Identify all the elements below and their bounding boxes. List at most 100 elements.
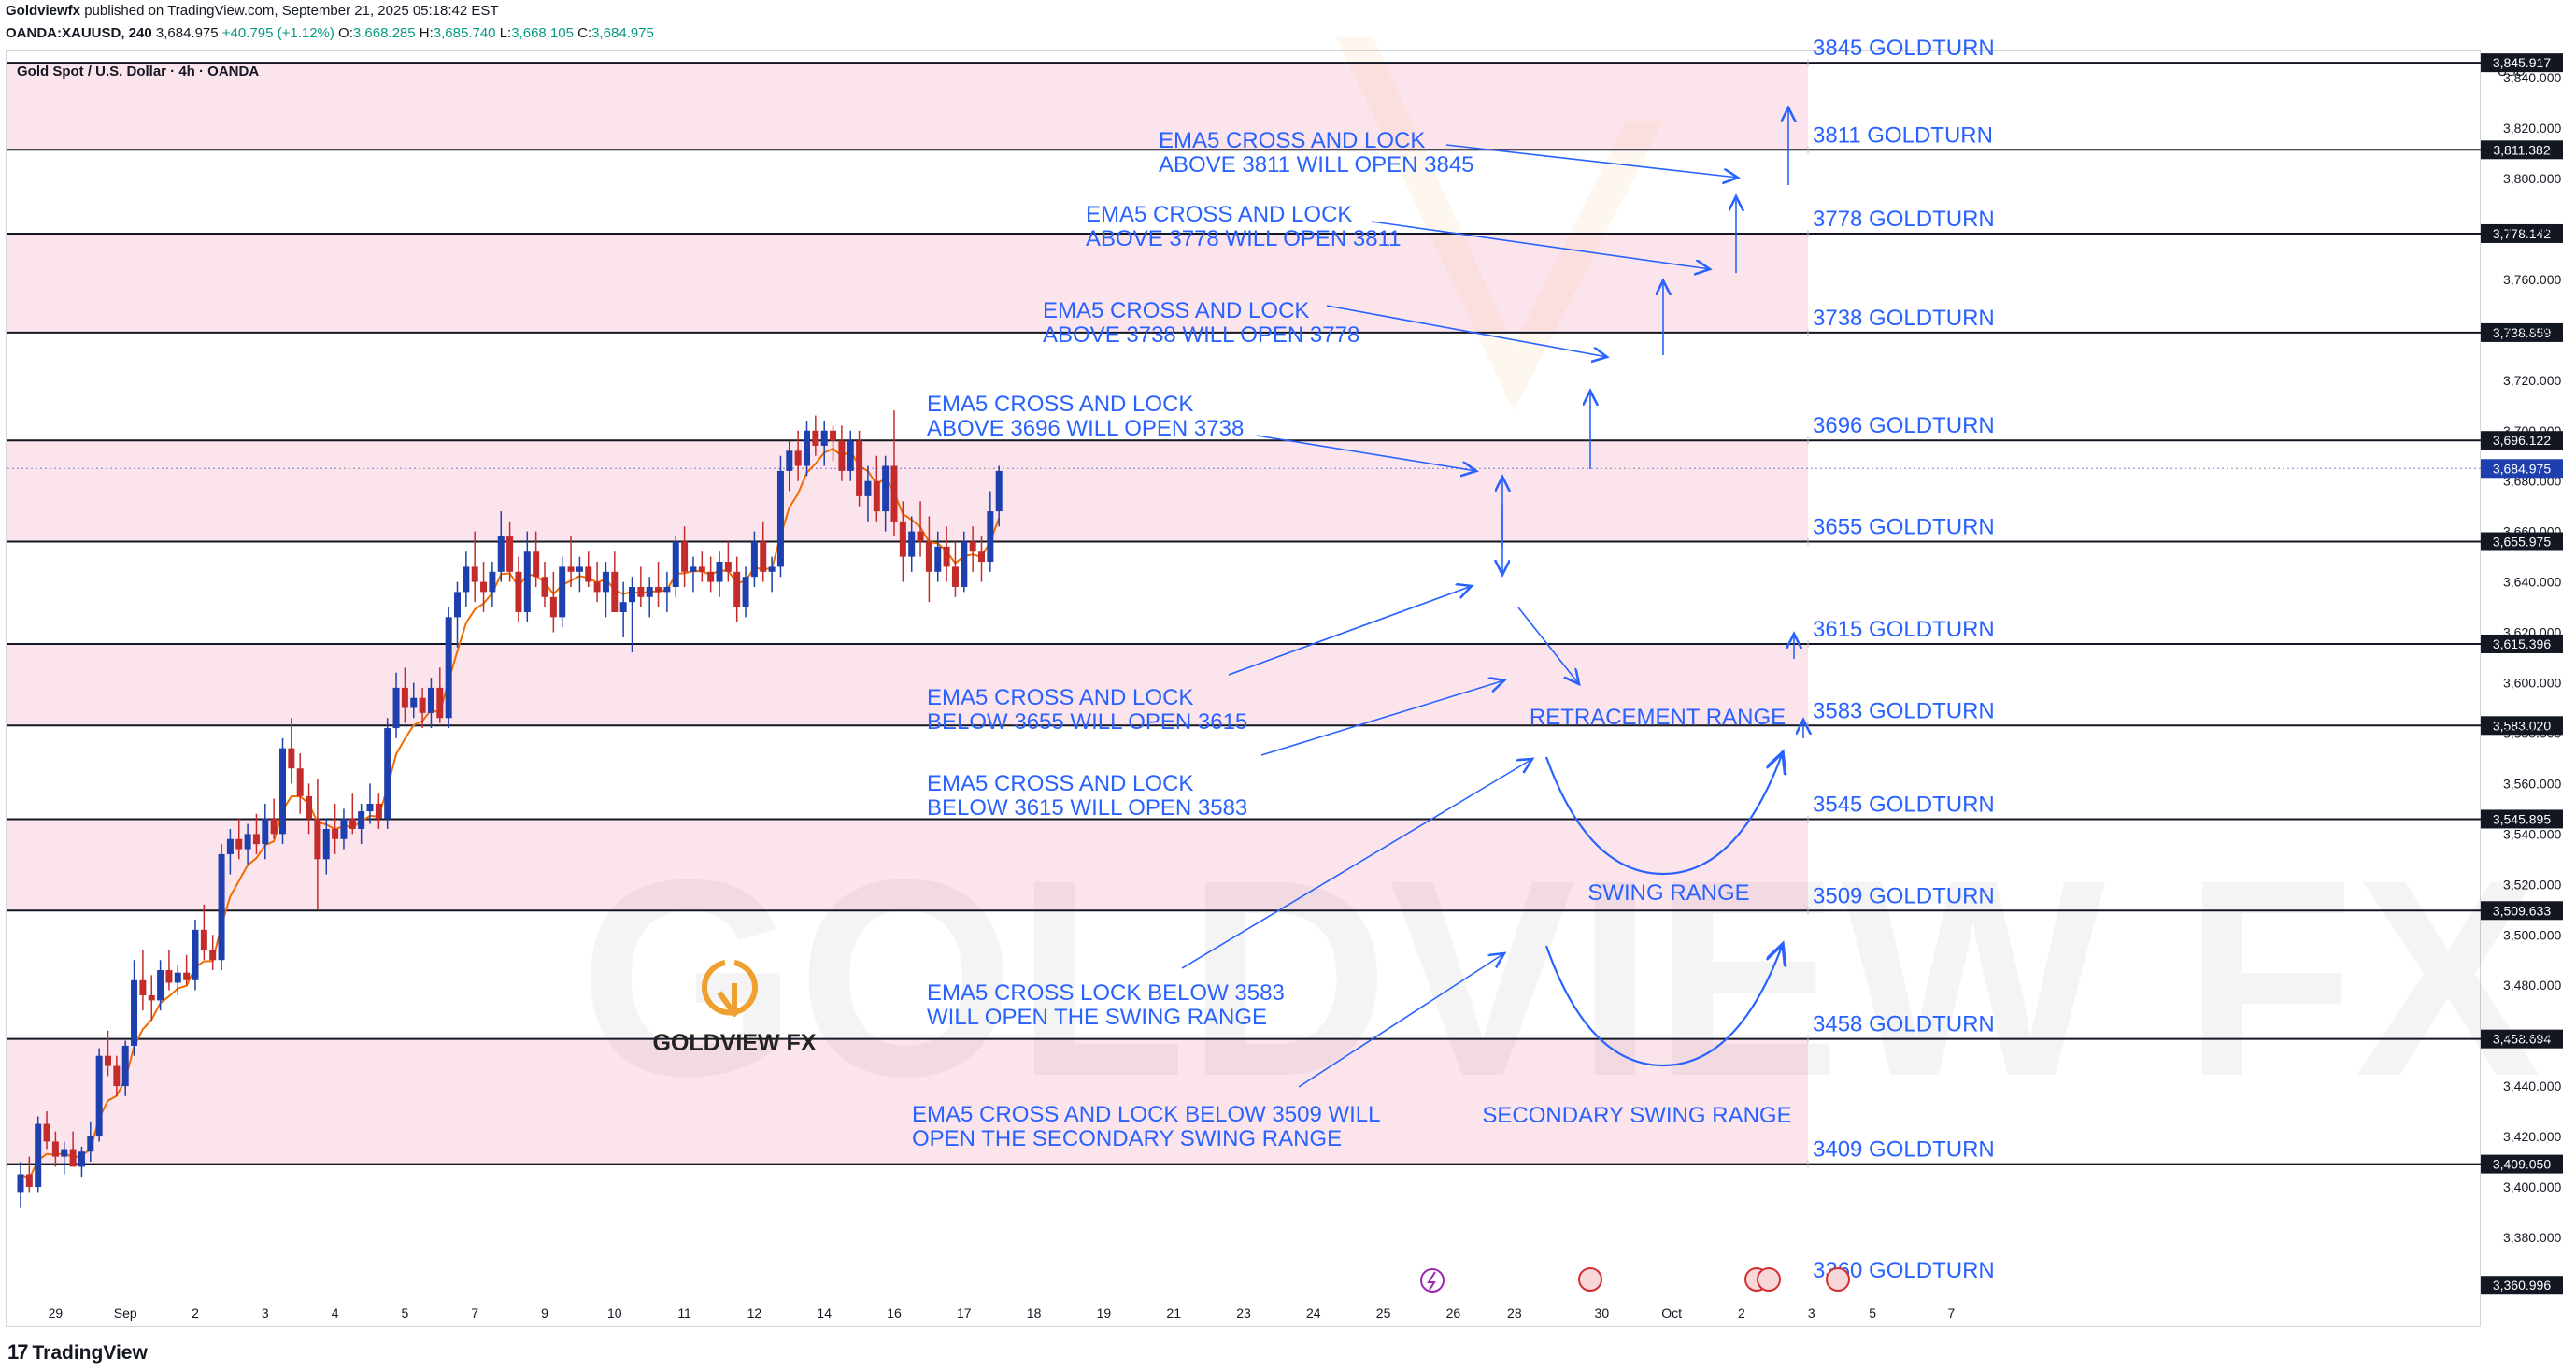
candle-body	[463, 566, 470, 593]
candle-body	[961, 541, 968, 587]
price-axis-tick-label: 3,380.000	[2503, 1230, 2561, 1245]
publisher-name: Goldviewfx	[6, 3, 81, 19]
candle-body	[847, 440, 854, 471]
close-value: 3,684.975	[591, 25, 654, 41]
level-price-tag	[2481, 1154, 2563, 1174]
price-axis-tick-label: 3,720.000	[2503, 373, 2561, 388]
candle-body	[349, 819, 356, 829]
level-price-tag	[2481, 223, 2563, 243]
candle-body	[585, 566, 592, 582]
annotation-arrow	[1517, 607, 1579, 684]
candle-body	[61, 1149, 68, 1157]
time-axis-tick-label: 18	[1027, 1306, 1042, 1321]
tradingview-logo[interactable]: 17 TradingView	[7, 1340, 148, 1365]
candle-body	[786, 450, 793, 471]
candle-body	[480, 581, 488, 593]
annotation-arrow	[1298, 953, 1504, 1088]
us-flag-event-icon[interactable]	[1757, 1267, 1781, 1292]
price-axis-tick-label: 3,740.000	[2503, 322, 2561, 337]
level-price-tag-text: 3,655.975	[2493, 535, 2551, 550]
time-axis-tick-label: 9	[541, 1306, 548, 1321]
candle-body	[943, 546, 950, 567]
price-axis-tick-label: 3,400.000	[2503, 1179, 2561, 1194]
candle-body	[174, 972, 181, 983]
price-axis-tick-label: 3,460.000	[2503, 1028, 2561, 1043]
time-axis-tick-label: 28	[1507, 1306, 1522, 1321]
candle-body	[733, 571, 741, 607]
candle-body	[804, 430, 810, 466]
goldviewfx-logo: GOLDVIEW FX	[653, 960, 817, 1056]
us-flag-event-icon[interactable]	[1578, 1267, 1602, 1292]
goldturn-label: 3458 GOLDTURN	[1813, 1012, 1995, 1037]
annotation-text: EMA5 CROSS AND LOCK ABOVE 3778 WILL OPEN …	[1086, 202, 1402, 251]
goldview-logo-icon	[702, 960, 758, 1016]
range-label: SWING RANGE	[1587, 880, 1749, 906]
watermark: GOLDVIEW FX	[579, 37, 2542, 1135]
time-axis-tick-label: Oct	[1661, 1306, 1682, 1321]
time-axis-tick-label: 2	[192, 1306, 199, 1321]
last-price: 3,684.975	[155, 25, 219, 41]
level-price-tag-text: 3,545.895	[2493, 811, 2551, 826]
lightning-event-icon[interactable]	[1420, 1268, 1445, 1293]
candle-body	[619, 602, 627, 612]
candle-body	[890, 465, 898, 522]
level-price-tag-text: 3,738.859	[2493, 325, 2551, 340]
lightning-icon	[1427, 1271, 1436, 1291]
goldturn-bands	[7, 63, 1808, 1165]
candle-body	[716, 562, 723, 582]
goldturn-label: 3845 GOLDTURN	[1813, 36, 1995, 61]
time-axis-tick-label: 30	[1595, 1306, 1610, 1321]
candle-body	[760, 541, 767, 572]
candle-body	[279, 748, 286, 835]
chart-frame[interactable]	[6, 50, 2481, 1327]
price-axis-tick-label: 3,660.000	[2503, 524, 2561, 539]
candle-body	[602, 571, 609, 593]
tradingview-logo-icon: 17	[7, 1340, 29, 1364]
level-price-tag	[2481, 322, 2563, 342]
level-price-tag	[2481, 634, 2563, 653]
candle-body	[366, 803, 374, 812]
time-axis-tick-label: 10	[607, 1306, 622, 1321]
time-axis-tick-label: 7	[471, 1306, 478, 1321]
us-flag-event-icon[interactable]	[1826, 1267, 1850, 1292]
open-label: O:	[338, 25, 353, 41]
goldturn-label: 3778 GOLDTURN	[1813, 207, 1995, 232]
price-axis-tick-label: 3,840.000	[2503, 70, 2561, 85]
candle-body	[672, 541, 679, 587]
low-value: 3,668.105	[511, 25, 574, 41]
time-axis-tick-label: 29	[49, 1306, 64, 1321]
candle-body	[629, 586, 635, 603]
candle-body	[226, 838, 234, 854]
time-axis-tick-label: 4	[332, 1306, 339, 1321]
price-change: +40.795 (+1.12%)	[221, 25, 334, 41]
goldturn-label: 3409 GOLDTURN	[1813, 1137, 1995, 1163]
candle-body	[978, 551, 985, 563]
goldturn-band	[7, 819, 1808, 911]
candle-body	[690, 566, 697, 572]
candle-body	[35, 1123, 42, 1187]
watermark-text: GOLDVIEW FX	[579, 821, 2542, 1135]
publisher-line: Goldviewfx published on TradingView.com,…	[6, 3, 499, 19]
candle-body	[69, 1149, 77, 1167]
currency-label[interactable]: USD	[2498, 64, 2526, 79]
event-icons[interactable]	[1420, 1267, 1850, 1293]
goldturn-label: 3655 GOLDTURN	[1813, 515, 1995, 540]
level-price-tag	[2481, 53, 2563, 73]
candle-body	[830, 430, 837, 441]
price-axis-tick-label: 3,820.000	[2503, 121, 2561, 136]
last-price-tag[interactable]	[2481, 459, 2563, 479]
candle-body	[820, 430, 828, 446]
time-axis-tick-label: 3	[262, 1306, 269, 1321]
candle-body	[244, 834, 251, 850]
candle-body	[358, 811, 365, 829]
level-price-tag-text: 3,778.142	[2493, 226, 2551, 241]
goldturn-band	[7, 1038, 1808, 1165]
level-price-tag	[2481, 1029, 2563, 1049]
candle-body	[549, 596, 557, 618]
candle-body	[995, 470, 1003, 512]
tradingview-brand: TradingView	[32, 1342, 148, 1364]
candle-body	[262, 819, 269, 845]
candle-body	[576, 566, 583, 572]
price-axis-tick-label: 3,500.000	[2503, 927, 2561, 942]
